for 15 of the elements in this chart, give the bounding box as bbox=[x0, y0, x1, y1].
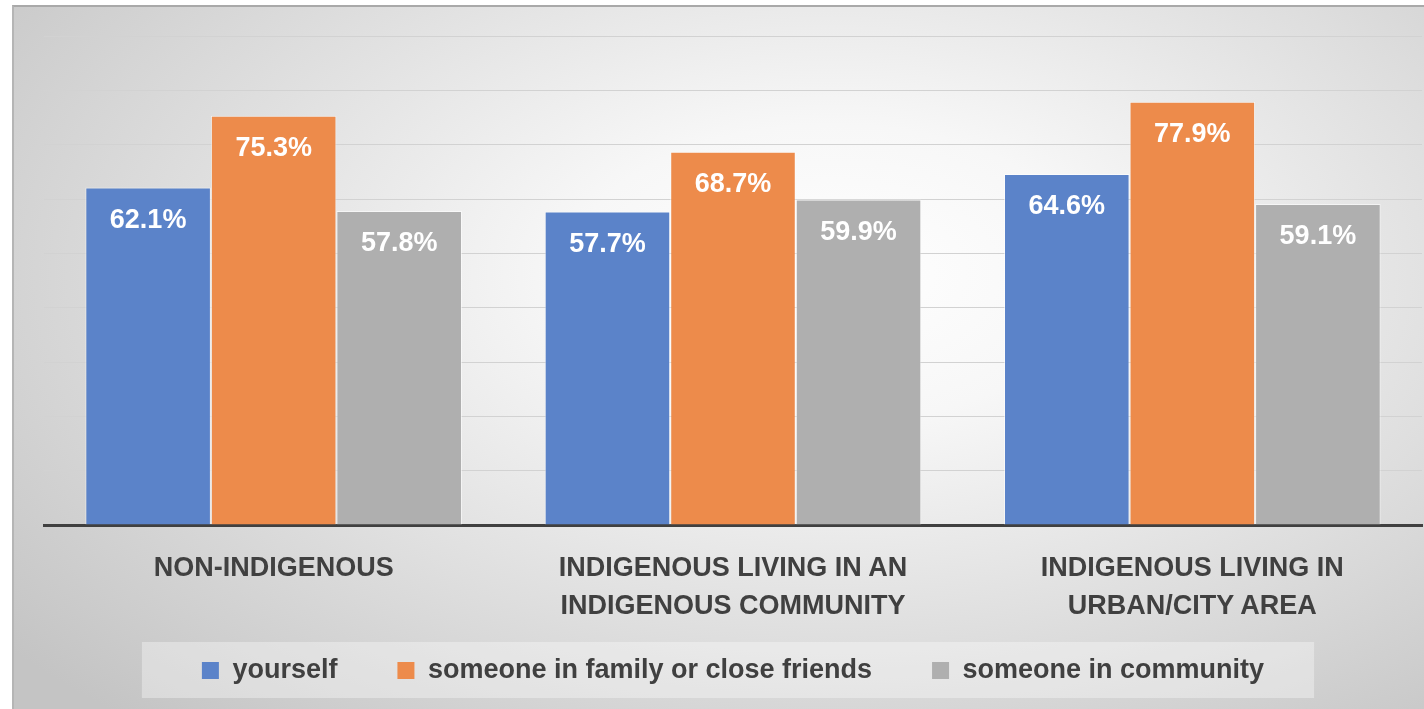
data-label: 57.7% bbox=[569, 227, 646, 258]
data-label: 64.6% bbox=[1028, 190, 1106, 221]
x-tick-label: INDIGENOUS LIVING IN AN INDIGENOUS COMMUNITY bbox=[558, 551, 908, 620]
data-label: 57.8% bbox=[360, 227, 438, 258]
x-tick-label: INDIGENOUS LIVING IN URBAN/CITY AREA bbox=[1040, 551, 1344, 620]
data-label: 75.3% bbox=[235, 132, 312, 163]
data-label: 59.1% bbox=[1279, 220, 1357, 251]
data-label: 68.7% bbox=[694, 168, 772, 199]
x-tick-label: NON-INDIGENOUS bbox=[153, 551, 394, 582]
data-label: 59.9% bbox=[820, 216, 897, 246]
legend-label: yourself bbox=[232, 653, 339, 684]
data-label: 77.9% bbox=[1154, 118, 1231, 149]
data-label: 62.1% bbox=[109, 204, 187, 235]
legend-label: someone in community bbox=[962, 653, 1265, 684]
legend-label: someone in family or close friends bbox=[427, 653, 873, 684]
